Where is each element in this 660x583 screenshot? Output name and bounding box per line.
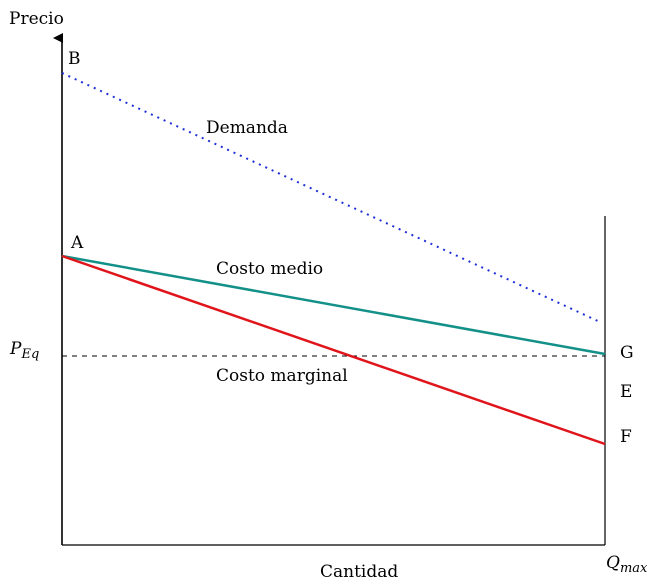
x-axis-label: Cantidad: [320, 562, 398, 582]
average-cost-curve: [62, 256, 605, 354]
average-cost-label: Costo medio: [216, 259, 323, 279]
demand-label: Demanda: [206, 118, 288, 138]
max-quantity-label: Qmax: [606, 553, 648, 576]
point-label-a: A: [70, 233, 84, 253]
max-quantity-main: Q: [606, 553, 620, 573]
equilibrium-price-main: P: [9, 339, 22, 359]
equilibrium-price-label: PEq: [9, 339, 39, 362]
y-axis-label: Precio: [9, 9, 64, 29]
point-label-f: F: [620, 427, 632, 447]
point-label-g: G: [620, 343, 634, 363]
marginal-cost-label: Costo marginal: [216, 366, 348, 386]
point-label-e: E: [620, 382, 632, 402]
max-quantity-sub: max: [620, 561, 648, 576]
marginal-cost-curve: [62, 256, 605, 444]
point-label-b: B: [68, 49, 81, 69]
equilibrium-price-sub: Eq: [20, 347, 39, 362]
